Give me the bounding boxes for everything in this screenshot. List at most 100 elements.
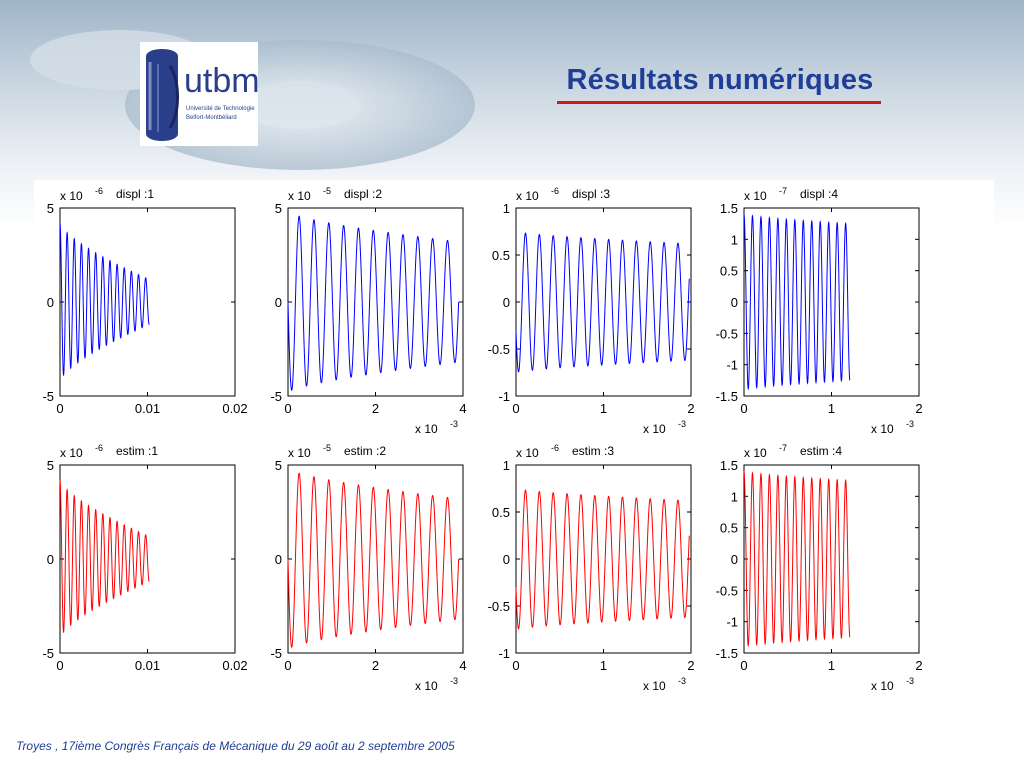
x-tick-label: 2 (915, 401, 922, 416)
exponent-label: x 10 (516, 446, 539, 460)
x-tick-label: 1 (600, 401, 607, 416)
y-tick-label: -5 (270, 646, 282, 661)
chart-estim-4: x 10 -7 estim :4 0 1 2 -1.5 -1 -0.5 0 0.5 1 1.5 x 10 -… (716, 443, 923, 693)
y-tick-label: -0.5 (488, 599, 510, 614)
chart-displ-4: x 10 -7 displ :4 0 1 2 -1.5 -1 -0.5 0 0.5 1 1.5 x 10 -… (716, 186, 923, 436)
x-exponent-label: x 10 (871, 422, 894, 436)
y-tick-label: 0 (47, 295, 54, 310)
chart-title: displ :2 (344, 187, 382, 201)
x-tick-label: 0 (740, 658, 747, 673)
chart-title: estim :1 (116, 444, 158, 458)
y-tick-label: 5 (275, 201, 282, 216)
plot-frame (515, 464, 692, 654)
y-tick-label: 1 (731, 489, 738, 504)
x-tick-label: 2 (372, 401, 379, 416)
exponent-label: x 10 (744, 446, 767, 460)
x-tick-label: 0 (512, 401, 519, 416)
x-exponent-value: -3 (450, 419, 458, 429)
series-line (515, 232, 690, 373)
y-tick-label: 1 (503, 201, 510, 216)
y-tick-label: 0 (731, 552, 738, 567)
x-tick-label: 4 (459, 658, 466, 673)
x-exponent-value: -3 (450, 676, 458, 686)
exponent-label: x 10 (60, 446, 83, 460)
x-tick-label: 0 (284, 658, 291, 673)
x-tick-label: 0.01 (135, 658, 160, 673)
logo-subtext-line1: Université de Technologie (186, 106, 255, 112)
y-tick-label: -1 (726, 615, 738, 630)
exponent-value: -7 (779, 186, 787, 196)
x-tick-label: 1 (600, 658, 607, 673)
chart-title: estim :4 (800, 444, 842, 458)
chart-title: estim :3 (572, 444, 614, 458)
y-tick-label: 0 (275, 295, 282, 310)
plot-frame (287, 207, 464, 397)
y-tick-label: 0.5 (720, 521, 738, 536)
exponent-label: x 10 (516, 189, 539, 203)
slide-title: Résultats numériques (566, 64, 874, 96)
y-tick-label: 0.5 (720, 264, 738, 279)
x-tick-label: 0.02 (222, 401, 247, 416)
y-tick-label: 0 (47, 552, 54, 567)
plot-frame (515, 207, 692, 397)
series-line (743, 214, 851, 391)
exponent-label: x 10 (288, 189, 311, 203)
y-tick-label: 0 (503, 552, 510, 567)
exponent-value: -6 (95, 186, 103, 196)
logo-text: utbm (184, 62, 258, 100)
y-tick-label: -1 (726, 358, 738, 373)
chart-title: estim :2 (344, 444, 386, 458)
y-tick-label: 0 (275, 552, 282, 567)
y-tick-label: -1.5 (716, 646, 738, 661)
y-tick-label: 0 (731, 295, 738, 310)
x-exponent-label: x 10 (415, 422, 438, 436)
title-underline (557, 101, 881, 104)
x-tick-label: 2 (687, 658, 694, 673)
series-line (59, 479, 150, 634)
plot-frame (287, 464, 464, 654)
x-exponent-label: x 10 (643, 679, 666, 693)
y-tick-label: 1 (731, 232, 738, 247)
y-tick-label: 0.5 (492, 248, 510, 263)
x-exponent-value: -3 (906, 676, 914, 686)
plot-frame (743, 464, 920, 654)
x-tick-label: 0 (56, 401, 63, 416)
y-tick-label: 0 (503, 295, 510, 310)
x-tick-label: 4 (459, 401, 466, 416)
y-tick-label: 1 (503, 458, 510, 473)
exponent-value: -5 (323, 186, 331, 196)
exponent-value: -6 (551, 186, 559, 196)
chart-displ-3: x 10 -6 displ :3 0 1 2 -1 -0.5 0 0.5 1 x 10 -3 (488, 186, 695, 436)
logo-subtext-line2: Belfort-Montbéliard (186, 115, 237, 121)
chart-estim-3: x 10 -6 estim :3 0 1 2 -1 -0.5 0 0.5 1 x 10 -3 (488, 443, 695, 693)
x-tick-label: 0 (56, 658, 63, 673)
x-exponent-value: -3 (906, 419, 914, 429)
utbm-logo: utbm Université de Technologie Belfort-M… (140, 42, 260, 146)
x-tick-label: 0.01 (135, 401, 160, 416)
chart-title: displ :1 (116, 187, 154, 201)
y-tick-label: 5 (47, 458, 54, 473)
x-exponent-value: -3 (678, 419, 686, 429)
series-line (515, 489, 690, 630)
x-tick-label: 0 (284, 401, 291, 416)
plot-frame (743, 207, 920, 397)
x-tick-label: 0 (740, 401, 747, 416)
chart-estim-1: x 10 -6 estim :10 0.01 0.02-505 (42, 443, 247, 673)
series-line (743, 471, 851, 648)
exponent-value: -7 (779, 443, 787, 453)
chart-title: displ :3 (572, 187, 610, 201)
x-tick-label: 2 (687, 401, 694, 416)
chart-title: displ :4 (800, 187, 838, 201)
x-tick-label: 1 (828, 658, 835, 673)
x-tick-label: 0.02 (222, 658, 247, 673)
y-tick-label: 1.5 (720, 458, 738, 473)
series-line (59, 222, 150, 377)
exponent-value: -6 (95, 443, 103, 453)
y-tick-label: -5 (42, 389, 54, 404)
chart-displ-1: x 10 -6 displ :10 0.01 0.02-505 (42, 186, 247, 416)
exponent-value: -6 (551, 443, 559, 453)
x-exponent-value: -3 (678, 676, 686, 686)
y-tick-label: 5 (275, 458, 282, 473)
y-tick-label: -0.5 (488, 342, 510, 357)
